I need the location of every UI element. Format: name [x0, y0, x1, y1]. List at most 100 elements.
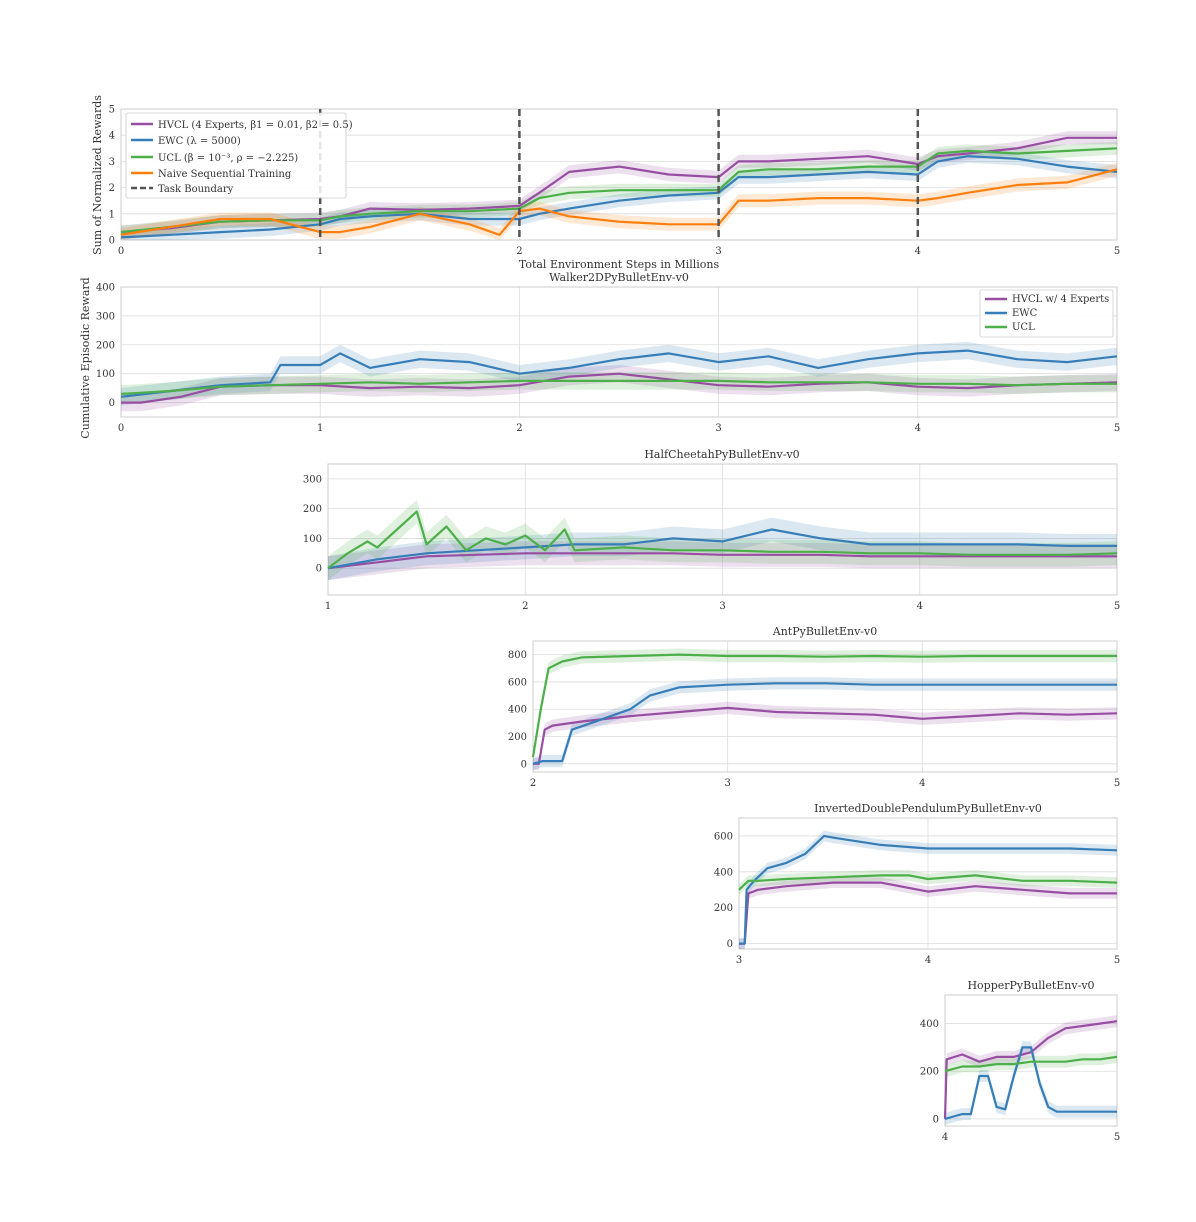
ant-hvcl-line: [533, 706, 1118, 765]
hopper-ytick-label: 0: [933, 1114, 939, 1125]
halfcheetah-hvcl-line: [327, 552, 1117, 570]
hopper-ucl-line: [944, 1055, 1118, 1073]
hopper-ytick-label: 200: [920, 1067, 939, 1078]
idp-ytick-label: 200: [714, 903, 733, 914]
hopper-ewc-line: [944, 1046, 1117, 1120]
walker-ewc-band: [121, 341, 1117, 406]
halfcheetah-ytick-label: 300: [303, 474, 322, 485]
halfcheetah-xtick-label: 5: [1114, 601, 1120, 612]
ant-ytick-label: 0: [521, 759, 527, 770]
walker-title: Walker2DPyBulletEnv-v0: [549, 271, 689, 284]
summary-xtick-label: 5: [1114, 246, 1120, 257]
walker-ylabel: Cumulative Episodic Reward: [79, 277, 92, 438]
walker-legend: HVCL w/ 4 Experts EWC UCL: [979, 289, 1114, 338]
summary-xtick-label: 0: [118, 246, 124, 257]
walker-ucl-band: [121, 372, 1117, 403]
ant-ytick-label: 600: [508, 677, 527, 688]
summary-naive-line: [120, 168, 1118, 236]
idp-title: InvertedDoublePendulumPyBulletEnv-v0: [814, 802, 1042, 815]
walker-ytick-label: 300: [96, 311, 115, 322]
summary-ytick-label: 2: [109, 183, 115, 194]
halfcheetah-xtick-label: 3: [719, 601, 725, 612]
summary-ytick-label: 3: [109, 157, 115, 168]
idp-ucl-line: [738, 874, 1118, 891]
walker-xtick-label: 5: [1114, 423, 1120, 434]
idp-xtick-label: 5: [1114, 955, 1120, 966]
summary-chart: 0 1 2 3 4 5 0 1 2 3 4 5 Total Environment Steps in…: [91, 95, 1120, 271]
summary-ylabel: Sum of Normalized Rewards: [91, 95, 104, 255]
hopper-ewc-band: [945, 1041, 1117, 1125]
walker-ytick-label: 0: [109, 398, 115, 409]
legend-label-boundary: Task Boundary: [158, 184, 234, 195]
summary-ytick-label: 4: [109, 131, 115, 142]
idp-ewc-line: [739, 834, 1118, 945]
walker-xtick-label: 3: [715, 423, 721, 434]
halfcheetah-xtick-label: 2: [522, 601, 528, 612]
ant-xtick-label: 2: [530, 778, 536, 789]
summary-xtick-label: 2: [516, 246, 522, 257]
summary-ytick-label: 0: [109, 236, 115, 247]
walker-chart: Walker2DPyBulletEnv-v0 0 1 2 3 4 5 0 100 200 300…: [79, 271, 1120, 439]
idp-xtick-label: 3: [736, 955, 742, 966]
halfcheetah-ucl-line: [327, 510, 1118, 570]
ant-xtick-label: 5: [1114, 778, 1120, 789]
idp-hvcl-line: [739, 881, 1117, 945]
idp-ytick-label: 600: [714, 831, 733, 842]
walker-ytick-label: 100: [96, 369, 115, 380]
hopper-hvcl-line: [943, 1020, 1118, 1119]
hopper-chart: HopperPyBulletEnv-v0 4 5 0 200 400: [920, 979, 1120, 1143]
walker-xtick-label: 1: [317, 423, 323, 434]
halfcheetah-ytick-label: 200: [303, 504, 322, 515]
walker-hvcl-band: [121, 365, 1117, 412]
walker-xtick-label: 0: [118, 423, 124, 434]
ant-ytick-label: 400: [508, 705, 527, 716]
summary-ytick-label: 1: [109, 209, 115, 220]
hopper-ucl-band: [945, 1051, 1117, 1078]
ant-ytick-label: 200: [508, 732, 527, 743]
hopper-title: HopperPyBulletEnv-v0: [967, 979, 1094, 992]
summary-xtick-label: 4: [915, 246, 921, 257]
walker-ewc-line: [120, 349, 1118, 398]
ant-title: AntPyBulletEnv-v0: [772, 625, 877, 638]
legend-label-hvcl: HVCL w/ 4 Experts: [1012, 294, 1109, 305]
legend-label-ewc: EWC (λ = 5000): [158, 136, 241, 147]
halfcheetah-xtick-label: 1: [325, 601, 331, 612]
walker-ytick-label: 400: [96, 283, 115, 294]
halfcheetah-ytick-label: 0: [316, 564, 322, 575]
halfcheetah-chart: HalfCheetahPyBulletEnv-v0 1 2 3 4 5 0 100 200 3…: [303, 448, 1120, 612]
hopper-xtick-label: 4: [942, 1132, 948, 1143]
legend-label-ucl: UCL: [1012, 322, 1035, 333]
summary-xlabel: Total Environment Steps in Millions: [519, 258, 720, 271]
walker-xtick-label: 4: [915, 423, 921, 434]
hopper-ytick-label: 400: [920, 1019, 939, 1030]
summary-ytick-label: 5: [109, 105, 115, 116]
halfcheetah-xtick-label: 4: [917, 601, 923, 612]
ant-ewc-line: [532, 682, 1117, 765]
idp-ytick-label: 400: [714, 867, 733, 878]
hopper-xtick-label: 5: [1114, 1132, 1120, 1143]
halfcheetah-hvcl-band: [328, 541, 1117, 581]
idp-ytick-label: 0: [727, 939, 733, 950]
walker-ytick-label: 200: [96, 340, 115, 351]
ant-xtick-label: 3: [724, 778, 730, 789]
idp-chart: InvertedDoublePendulumPyBulletEnv-v0 3 4 5…: [714, 802, 1120, 966]
halfcheetah-ytick-label: 100: [303, 534, 322, 545]
walker-ucl-line: [120, 379, 1117, 395]
ant-ucl-line: [531, 653, 1117, 758]
legend-label-ucl: UCL (β = 10⁻³, ρ = −2.225): [158, 153, 298, 164]
ant-xtick-label: 4: [919, 778, 925, 789]
hopper-hvcl-band: [945, 1015, 1117, 1125]
legend-label-hvcl: HVCL (4 Experts, β1 = 0.01, β2 = 0.5): [158, 120, 353, 131]
summary-xtick-label: 3: [715, 246, 721, 257]
walker-xtick-label: 2: [516, 423, 522, 434]
summary-legend: HVCL (4 Experts, β1 = 0.01, β2 = 0.5) EW…: [125, 112, 353, 199]
ant-ucl-band: [533, 648, 1117, 764]
summary-naive-band: [121, 162, 1117, 240]
legend-label-ewc: EWC: [1012, 308, 1038, 319]
legend-label-naive: Naive Sequential Training: [158, 169, 292, 180]
halfcheetah-ewc-band: [328, 517, 1117, 581]
idp-xtick-label: 4: [925, 955, 931, 966]
ant-ytick-label: 800: [508, 650, 527, 661]
summary-xtick-label: 1: [317, 246, 323, 257]
